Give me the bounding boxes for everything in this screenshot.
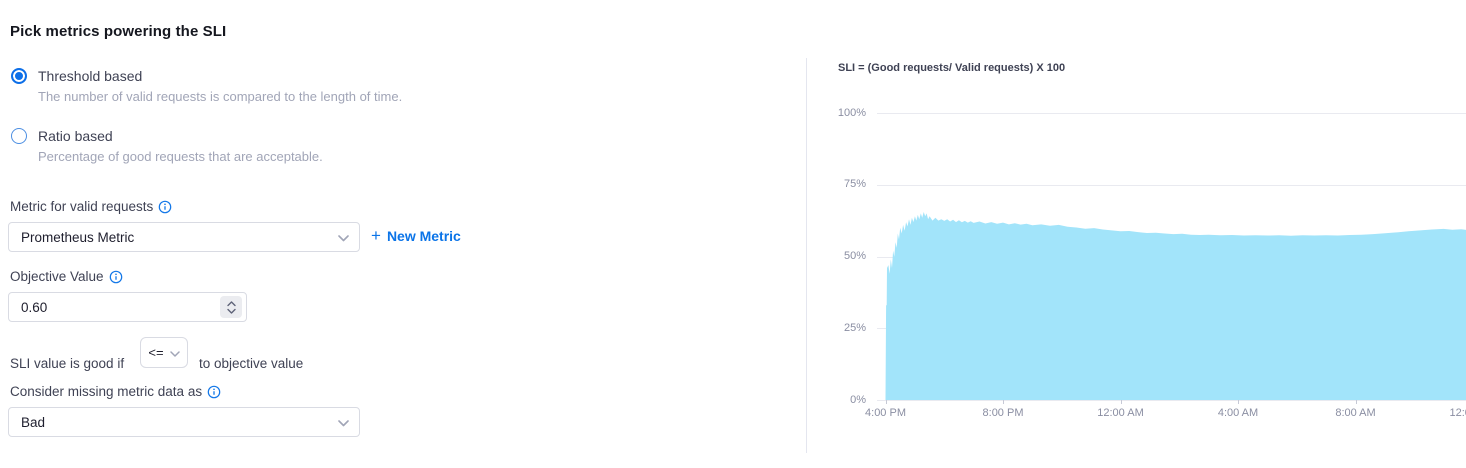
info-icon[interactable] [158, 200, 172, 214]
radio-threshold-label[interactable]: Threshold based [38, 68, 143, 84]
info-icon[interactable] [207, 385, 221, 399]
x-tick-label: 8:00 AM [1335, 407, 1376, 419]
objective-value-field [8, 292, 247, 322]
y-tick-label: 50% [843, 250, 866, 262]
chevron-down-icon [169, 345, 180, 360]
gridline [877, 184, 1466, 186]
info-icon[interactable] [109, 270, 123, 284]
metric-label-text: Metric for valid requests [10, 199, 154, 214]
x-tick-label: 4:00 AM [1217, 407, 1259, 419]
objective-label-text: Objective Value [10, 269, 104, 284]
good-if-suffix: to objective value [199, 356, 304, 371]
x-tick [1355, 400, 1357, 404]
good-if-prefix: SLI value is good if [10, 356, 125, 371]
missing-data-select[interactable]: Bad [8, 407, 360, 437]
x-tick-label: 12:00 PM [1449, 407, 1466, 419]
radio-ratio-label[interactable]: Ratio based [38, 128, 113, 144]
y-tick-label: 0% [850, 393, 866, 406]
plus-icon: + [371, 226, 381, 245]
chart-title: SLI = (Good requests/ Valid requests) X … [838, 62, 1066, 74]
x-tick [885, 400, 887, 404]
metric-select-value: Prometheus Metric [21, 229, 135, 245]
chevron-up-icon [226, 300, 236, 306]
objective-label: Objective Value [10, 269, 123, 284]
page-title: Pick metrics powering the SLI [10, 23, 227, 40]
new-metric-button[interactable]: + New Metric [371, 226, 461, 245]
y-tick-label: 75% [843, 178, 866, 191]
radio-unselected-icon[interactable] [11, 128, 27, 144]
metric-label: Metric for valid requests [10, 199, 172, 214]
y-tick-label: 25% [843, 321, 866, 334]
x-tick [1003, 400, 1004, 404]
comparator-value: <= [148, 345, 164, 360]
x-tick [1238, 400, 1239, 404]
radio-ratio-based[interactable] [11, 128, 27, 149]
gridline [877, 400, 1466, 401]
objective-value-input[interactable] [21, 299, 220, 315]
radio-selected-icon[interactable] [11, 68, 27, 84]
chevron-down-icon [338, 415, 349, 430]
x-tick [1120, 400, 1122, 404]
x-tick-label: 12:00 AM [1097, 407, 1144, 419]
sli-area-series [885, 212, 1466, 400]
vertical-divider [806, 58, 807, 453]
missing-data-label: Consider missing metric data as [10, 384, 221, 399]
x-tick-label: 8:00 PM [982, 407, 1024, 419]
number-stepper[interactable] [220, 296, 242, 318]
missing-data-label-text: Consider missing metric data as [10, 384, 203, 399]
sli-area-chart [877, 113, 1466, 401]
chevron-down-icon [338, 230, 349, 245]
chevron-down-icon [226, 308, 236, 314]
radio-threshold-description: The number of valid requests is compared… [38, 89, 403, 104]
new-metric-label: New Metric [386, 228, 461, 244]
comparator-select[interactable]: <= [140, 337, 188, 368]
radio-ratio-description: Percentage of good requests that are acc… [38, 149, 323, 164]
radio-threshold-based[interactable] [11, 68, 27, 89]
y-tick-label: 100% [837, 106, 866, 119]
missing-data-value: Bad [21, 414, 46, 430]
metric-select[interactable]: Prometheus Metric [8, 222, 360, 252]
gridline [877, 113, 1466, 114]
x-tick-label: 4:00 PM [865, 407, 906, 419]
